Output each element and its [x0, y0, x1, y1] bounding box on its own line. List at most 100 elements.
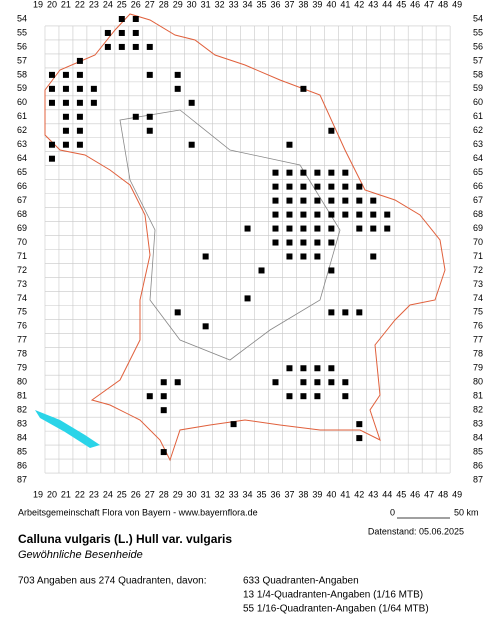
column-label: 22: [75, 489, 85, 499]
record-square: [48, 141, 55, 148]
row-label: 87: [17, 474, 27, 484]
column-label: 26: [131, 489, 141, 499]
record-square: [300, 85, 307, 92]
record-square: [258, 267, 265, 274]
column-label: 43: [368, 0, 378, 9]
record-square: [300, 253, 307, 260]
record-square: [118, 29, 125, 36]
state-border: [44, 13, 446, 462]
column-label: 27: [145, 489, 155, 499]
record-square: [286, 239, 293, 246]
row-label: 74: [473, 293, 483, 303]
record-square: [174, 71, 181, 78]
record-square: [286, 225, 293, 232]
record-square: [328, 127, 335, 134]
row-label: 58: [17, 69, 27, 79]
column-label: 41: [340, 489, 350, 499]
row-label: 69: [473, 223, 483, 233]
record-square: [286, 365, 293, 372]
record-square: [342, 211, 349, 218]
record-square: [328, 225, 335, 232]
row-label: 86: [473, 460, 483, 470]
scale-end: 50 km: [454, 507, 479, 517]
column-label: 34: [243, 489, 253, 499]
row-label: 70: [17, 237, 27, 247]
row-label: 84: [473, 432, 483, 442]
record-square: [62, 127, 69, 134]
row-label: 67: [17, 195, 27, 205]
row-label: 57: [17, 55, 27, 65]
column-label: 38: [298, 0, 308, 9]
row-label: 72: [473, 265, 483, 275]
record-square: [132, 113, 139, 120]
record-square: [356, 211, 363, 218]
column-label: 36: [270, 489, 280, 499]
row-label: 56: [17, 41, 27, 51]
column-label: 20: [47, 489, 57, 499]
record-square: [314, 225, 321, 232]
record-square: [300, 197, 307, 204]
column-label: 26: [131, 0, 141, 9]
column-label: 40: [326, 0, 336, 9]
common-name: Gewöhnliche Besenheide: [18, 549, 143, 561]
row-label: 62: [473, 125, 483, 135]
record-square: [104, 29, 111, 36]
column-label: 35: [257, 0, 267, 9]
column-label: 33: [229, 0, 239, 9]
record-square: [300, 365, 307, 372]
record-square: [328, 365, 335, 372]
record-square: [188, 99, 195, 106]
record-square: [342, 379, 349, 386]
row-label: 55: [17, 27, 27, 37]
record-square: [272, 379, 279, 386]
row-label: 55: [473, 27, 483, 37]
record-square: [328, 309, 335, 316]
column-label: 35: [257, 489, 267, 499]
row-label: 66: [17, 181, 27, 191]
record-square: [76, 141, 83, 148]
record-square: [230, 421, 237, 428]
record-square: [314, 239, 321, 246]
record-square: [300, 225, 307, 232]
record-square: [314, 211, 321, 218]
row-label: 81: [473, 391, 483, 401]
row-label: 59: [17, 83, 27, 93]
record-square: [272, 183, 279, 190]
column-label: 49: [452, 489, 462, 499]
row-label: 85: [473, 446, 483, 456]
column-label: 31: [201, 0, 211, 9]
row-label: 57: [473, 55, 483, 65]
row-label: 63: [17, 139, 27, 149]
column-label: 47: [424, 0, 434, 9]
record-square: [76, 127, 83, 134]
record-square: [328, 211, 335, 218]
summary-line: 55 1/16-Quadranten-Angaben (1/64 MTB): [243, 604, 429, 615]
record-square: [76, 99, 83, 106]
record-square: [370, 253, 377, 260]
column-label: 30: [187, 0, 197, 9]
row-label: 60: [473, 97, 483, 107]
row-label: 76: [17, 321, 27, 331]
column-label: 42: [354, 489, 364, 499]
row-label: 83: [473, 419, 483, 429]
column-label: 21: [61, 0, 71, 9]
column-label: 27: [145, 0, 155, 9]
row-label: 75: [17, 307, 27, 317]
row-label: 54: [473, 13, 483, 23]
record-square: [160, 449, 167, 456]
row-label: 73: [473, 279, 483, 289]
column-label: 43: [368, 489, 378, 499]
column-label: 45: [396, 489, 406, 499]
record-square: [132, 16, 139, 22]
row-label: 59: [473, 83, 483, 93]
row-label: 62: [17, 125, 27, 135]
column-label: 19: [33, 0, 43, 9]
record-square: [314, 365, 321, 372]
record-square: [286, 169, 293, 176]
column-label: 24: [103, 0, 113, 9]
record-square: [328, 267, 335, 274]
record-square: [76, 113, 83, 120]
column-label: 37: [284, 0, 294, 9]
record-square: [300, 379, 307, 386]
